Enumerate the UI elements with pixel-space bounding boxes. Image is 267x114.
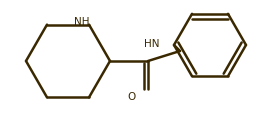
Text: HN: HN — [144, 39, 160, 49]
Text: NH: NH — [74, 17, 90, 27]
Text: O: O — [128, 91, 136, 101]
